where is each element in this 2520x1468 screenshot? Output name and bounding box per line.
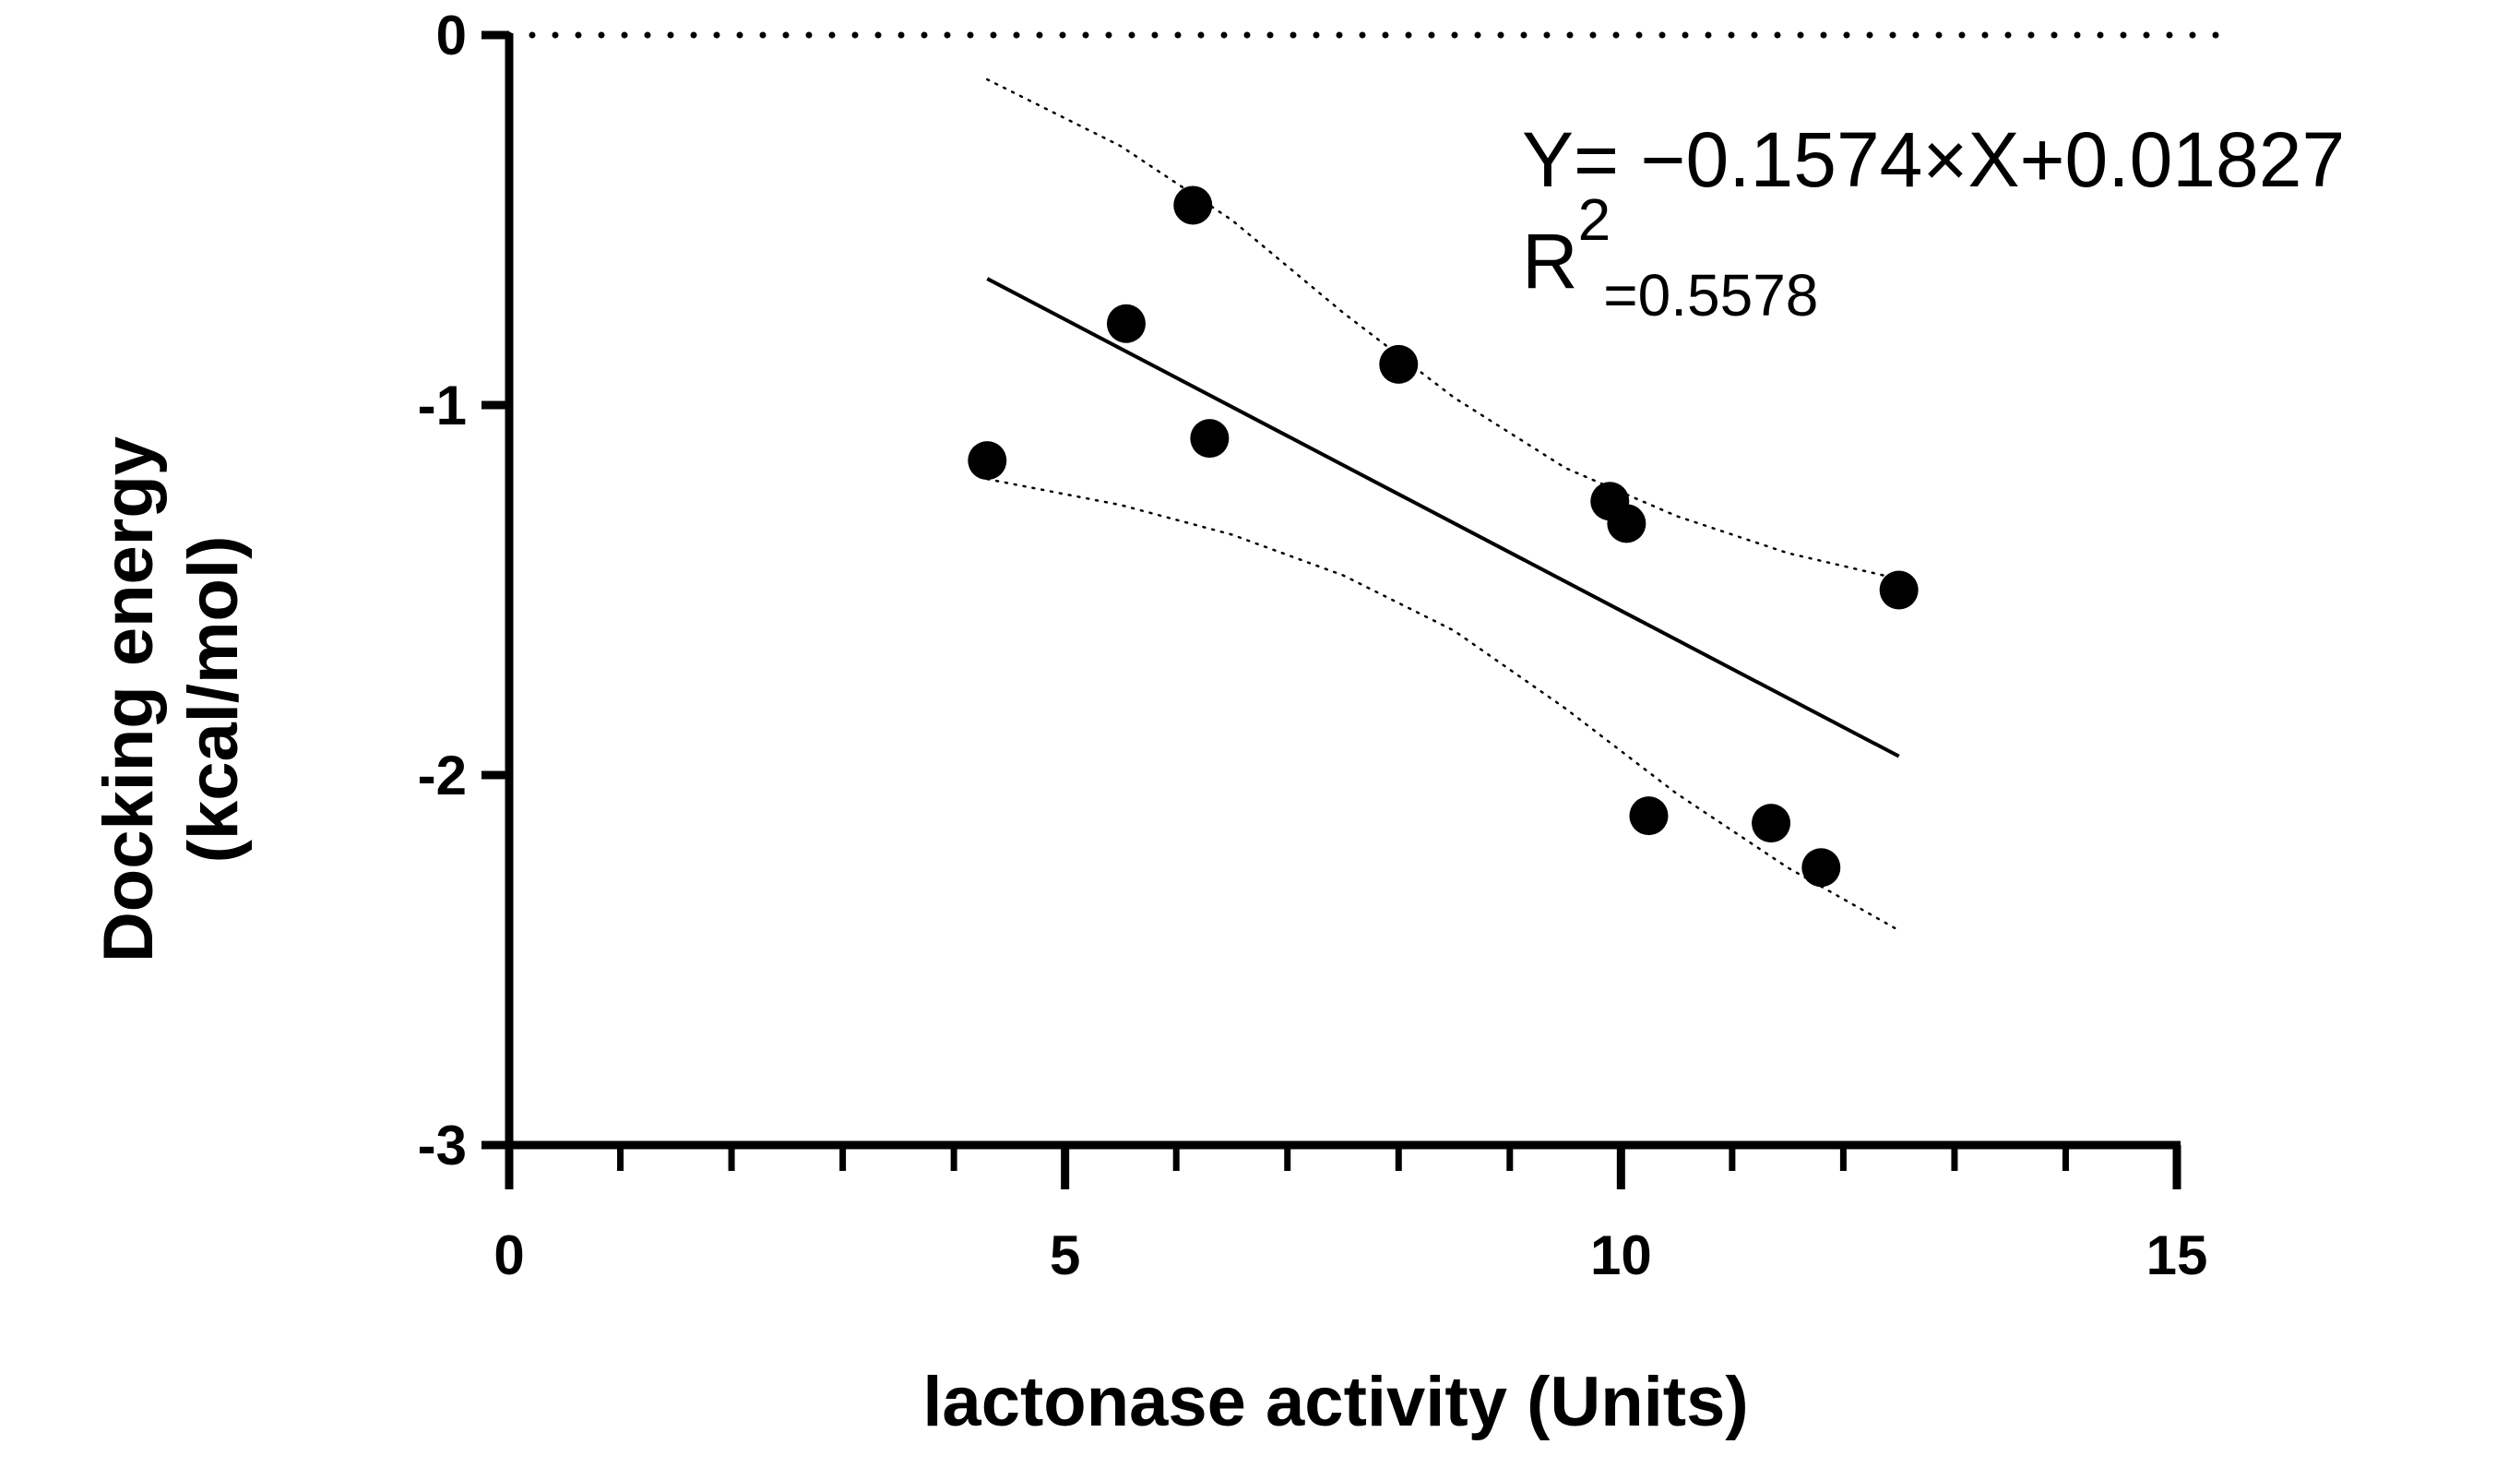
y-axis-title-group: Docking energy (kcal/mol)	[89, 436, 253, 962]
r-squared-label: R2 =0.5578	[1522, 186, 1818, 328]
regression-line-layer	[986, 277, 1900, 758]
data-point	[1379, 344, 1419, 384]
confidence-band-layer	[986, 78, 1900, 932]
confidence-band-upper	[986, 78, 1900, 580]
x-tick-label: 0	[493, 1224, 524, 1286]
axes-layer	[481, 30, 2181, 1189]
x-axis-title: lactonase activity (Units)	[922, 1363, 1748, 1441]
y-axis-title-line1: Docking energy	[89, 436, 168, 962]
data-point	[1879, 570, 1919, 610]
y-tick-label: -3	[418, 1115, 467, 1176]
data-point	[1190, 419, 1230, 459]
x-tick-label: 10	[1590, 1224, 1652, 1286]
data-point	[968, 441, 1007, 481]
data-point	[1801, 848, 1841, 888]
x-tick-label: 15	[2146, 1224, 2208, 1286]
confidence-band-lower	[986, 477, 1900, 932]
data-point	[1629, 796, 1669, 836]
r-squared-letter: R	[1522, 218, 1578, 304]
y-tick-label: 0	[436, 5, 467, 66]
data-point	[1752, 804, 1791, 843]
y-tick-label: -1	[418, 375, 467, 436]
data-point	[1607, 504, 1646, 543]
y-axis-title-line2: (kcal/mol)	[174, 536, 253, 864]
data-point	[1106, 304, 1146, 343]
regression-line	[986, 277, 1900, 758]
regression-equation: Y= −0.1574×X+0.01827	[1522, 116, 2345, 203]
r-squared-value: =0.5578	[1603, 262, 1818, 328]
y-tick-label: -2	[418, 745, 467, 806]
x-tick-label: 5	[1050, 1224, 1080, 1286]
r-squared-superscript: 2	[1578, 186, 1611, 253]
tick-labels-layer: 0 5 10 15 0 -1 -2 -3	[418, 5, 2208, 1286]
data-point	[1173, 185, 1213, 225]
data-points-layer	[968, 185, 1919, 888]
